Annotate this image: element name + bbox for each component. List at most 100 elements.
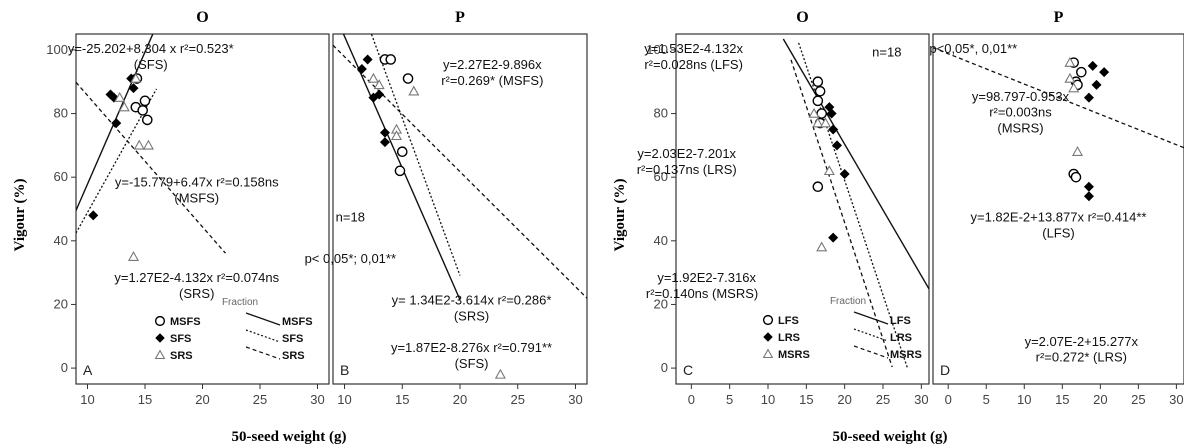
data-point-lfs [812,95,824,107]
legend-marker-lfs [762,314,774,326]
data-points [88,72,154,261]
data-point-lrs [1083,191,1094,202]
panel-letter: B [340,362,349,378]
data-point-msrs [823,165,835,176]
data-point-srs [373,79,385,90]
data-points [808,76,850,252]
y-tick-label: 40 [654,233,668,248]
equation-annotation: y=-15.779+6.47x r²=0.158ns [115,175,279,190]
legend-line-msrs [853,345,889,359]
data-point-srs [142,139,154,150]
legend-line-msfs [245,312,281,326]
data-points [356,54,506,379]
panel-d-p: P 0 5 10 15 20 25 30 p<0,05*, 0,01** y=98.797-0.9… [929,9,1184,407]
equation-annotation: (MSRS) [997,121,1043,136]
equation-annotation: r²=0.140ns (MSRS) [646,286,758,301]
data-point-lfs [1076,66,1087,78]
data-point-lfs [1070,171,1082,183]
fit-line-lfs [782,38,929,290]
legend: Fraction LFS LRS MSRS LFS LRS MSRS [762,296,922,361]
equation-annotation: p< 0,05*; 0,01** [305,251,396,266]
y-tick-label: 100 [46,42,68,57]
equation-annotation: y=1.92E2-7.316x [657,270,756,285]
y-tick-label: 100 [646,42,668,57]
x-tick-label: 10 [761,392,775,407]
legend-marker-label: LFS [778,315,799,327]
data-point-lrs [1083,92,1094,103]
data-point-msrs [808,107,820,118]
x-tick-label: 0 [945,392,952,407]
equation-annotation: y=1.82E-2+13.877x r²=0.414** [971,210,1147,225]
equation-annotation: r²=0.269* (MSFS) [441,73,543,88]
equation-annotation: y=1.87E2-8.276x r²=0.791** [391,340,552,355]
equation-annotation: y= 1.34E2-3.614x r²=0.286* [392,292,552,307]
legend-line-srs [245,346,281,360]
y-tick-label: 40 [54,233,68,248]
data-point-sfs [379,137,390,148]
legend-line-label: SFS [282,333,303,345]
data-point-msfs [141,114,153,126]
x-tick-label: 15 [395,392,409,407]
data-point-srs [130,72,142,83]
fit-line-sfs [76,34,154,211]
data-point-msfs [402,73,414,84]
x-tick-label: 10 [1017,392,1031,407]
plot-frame [675,33,930,385]
right-y-axis-label: Vigour (%) [612,179,628,252]
data-point-sfs [128,83,139,94]
y-tick-label: 0 [661,360,668,375]
data-point-lrs [1099,67,1110,78]
left-x-axis-label: 50-seed weight (g) [232,429,347,445]
x-tick-label: 15 [1055,392,1069,407]
x-tick-label: 5 [983,392,990,407]
y-tick-label: 0 [61,360,68,375]
legend-title: Fraction [222,297,258,308]
legend-line-label: SRS [282,350,305,362]
data-point-srs [133,139,145,150]
y-tick-label: 60 [654,169,668,184]
equation-annotation: (SRS) [454,308,489,323]
fit-lines [933,47,1184,149]
x-tick-label: 20 [837,392,851,407]
data-point-lrs [832,140,842,151]
x-tick-label: 15 [799,392,813,407]
data-point-srs [114,91,126,102]
data-point-sfs [379,127,390,138]
data-point-srs [390,130,403,141]
x-tick-label: 25 [510,392,524,407]
data-point-srs [127,250,140,261]
panel-title: P [455,9,465,26]
right-x-axis-label: 50-seed weight (g) [833,429,948,445]
plot-frame [75,33,330,385]
fit-line-msrs [790,59,893,368]
equation-annotation: r²=0.003ns [989,105,1052,120]
legend-line-label: LFS [890,315,911,327]
plot-frame [932,33,1184,385]
x-tick-label: 30 [568,392,582,407]
data-point-msrs [819,117,832,128]
y-tick-label: 20 [54,296,68,311]
panel-title: O [796,9,808,26]
left-figure-group: Vigour (%) 50-seed weight (g) [12,179,346,445]
data-point-msrs [1064,56,1076,67]
legend-marker-srs [154,349,166,360]
panel-title: O [196,9,208,26]
legend-line-label: MSFS [282,316,313,328]
data-point-lfs [812,181,824,193]
data-point-srs [118,101,130,112]
panel-a-o: O 10 15 20 25 30 0 20 40 60 80 100 y=-25.202+8.304 x… [46,9,330,407]
x-tick-label: 25 [1131,392,1145,407]
x-tick-label: 30 [1169,392,1183,407]
data-point-lrs [828,232,839,243]
equation-annotation: p<0,05*, 0,01** [929,41,1017,56]
legend-marker-label: SRS [170,350,193,362]
equation-annotation: (SRS) [179,286,214,301]
data-point-lrs [1091,79,1102,90]
equation-annotation: y=2.27E2-9.896x [443,57,542,72]
data-point-srs [494,368,506,379]
equation-annotation: n=18 [336,210,365,225]
data-point-srs [408,85,420,96]
equation-annotation: y=1.53E2-4.132x [644,41,743,56]
x-tick-label: 5 [726,392,733,407]
x-tick-label: 10 [337,392,351,407]
